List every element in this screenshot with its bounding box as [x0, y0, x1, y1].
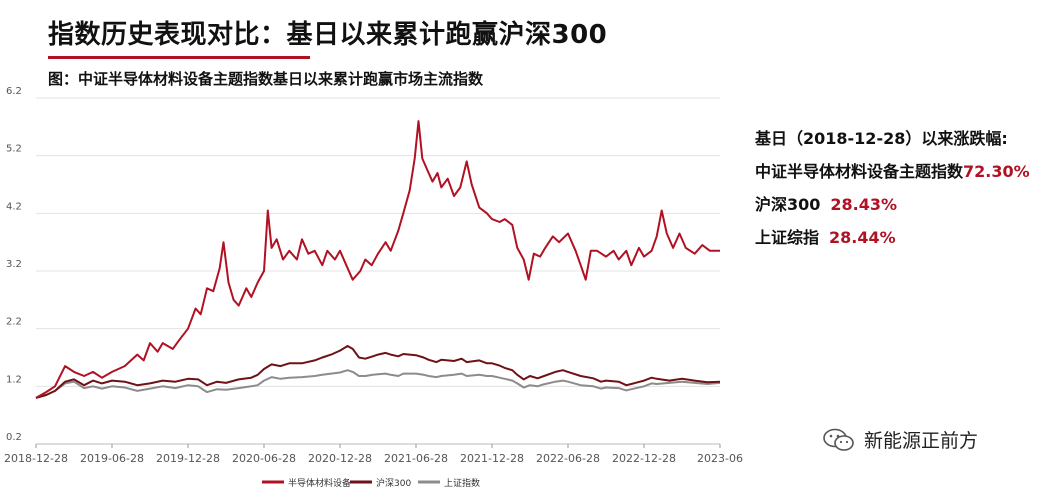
page-title: 指数历史表现对比：基日以来累计跑赢沪深300	[48, 20, 608, 50]
y-tick-label: 4.2	[6, 201, 22, 212]
y-tick-label: 2.2	[6, 317, 22, 328]
summary-row-hs300: 沪深300 28.43%	[755, 188, 1030, 221]
summary-value: 72.30%	[963, 162, 1030, 181]
chart-subtitle: 图：中证半导体材料设备主题指数基日以来累计跑赢市场主流指数	[48, 70, 484, 88]
summary-row-semi: 中证半导体材料设备主题指数72.30%	[755, 155, 1030, 188]
summary-value: 28.43%	[830, 195, 898, 214]
legend-label: 半导体材料设备	[288, 477, 351, 489]
y-tick-label: 5.2	[6, 144, 22, 155]
series-line-semi	[35, 120, 720, 399]
x-tick-label: 2019-12-28	[156, 452, 220, 465]
y-tick-label: 3.2	[6, 259, 22, 270]
x-tick-label: 2020-06-28	[232, 452, 296, 465]
y-tick-label: 0.2	[6, 432, 22, 443]
summary-name: 中证半导体材料设备主题指数	[755, 162, 964, 181]
summary-name: 沪深300	[755, 195, 821, 214]
summary-row-sse: 上证综指 28.44%	[755, 221, 1030, 254]
performance-summary: 基日（2018-12-28）以来涨跌幅: 中证半导体材料设备主题指数72.30%…	[755, 122, 1030, 254]
y-tick-label: 6.2	[6, 86, 22, 97]
x-tick-label: 2021-12-28	[460, 452, 524, 465]
wechat-icon	[823, 428, 854, 451]
y-tick-label: 1.2	[6, 374, 22, 385]
x-tick-label: 2018-12-28	[4, 452, 68, 465]
x-tick-label: 2022-12-28	[612, 452, 676, 465]
watermark-text: 新能源正前方	[864, 430, 979, 452]
legend-label: 上证指数	[444, 477, 480, 489]
summary-heading: 基日（2018-12-28）以来涨跌幅:	[755, 129, 1008, 148]
x-tick-label: 2019-06-28	[80, 452, 144, 465]
legend-label: 沪深300	[376, 477, 411, 489]
summary-name: 上证综指	[755, 228, 820, 247]
watermark: 新能源正前方	[822, 426, 978, 453]
x-tick-label: 2023-06	[697, 452, 743, 465]
title-underline	[48, 56, 310, 59]
x-tick-label: 2020-12-28	[308, 452, 372, 465]
x-tick-label: 2021-06-28	[384, 452, 448, 465]
series-line-sse	[35, 369, 721, 399]
series-line-hs300	[35, 345, 721, 399]
x-tick-label: 2022-06-28	[536, 452, 600, 465]
summary-value: 28.44%	[829, 228, 896, 247]
